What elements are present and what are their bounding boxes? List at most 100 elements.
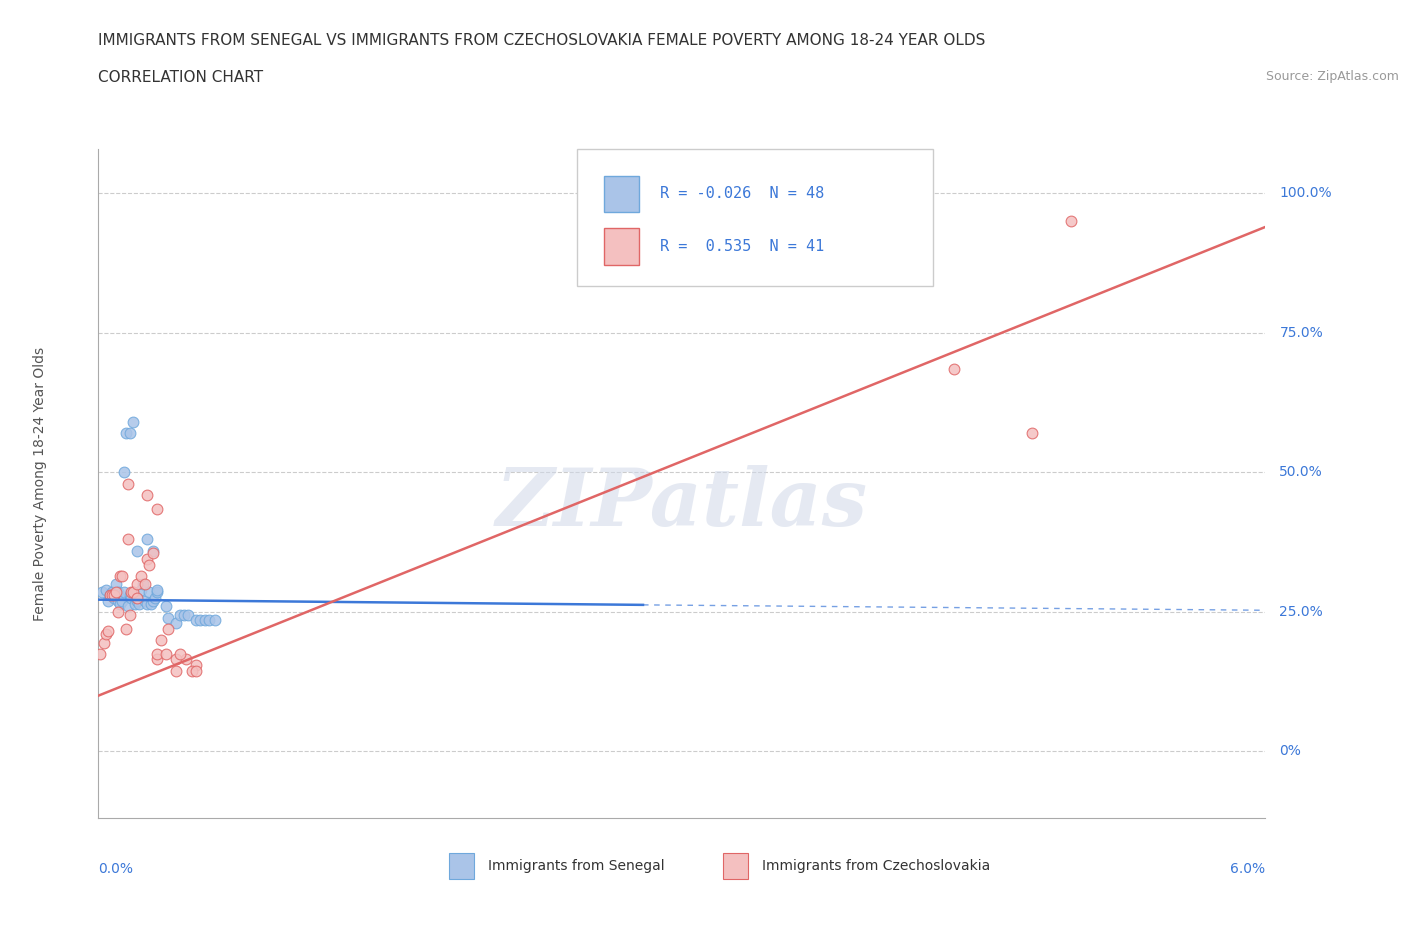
Point bbox=[127, 577, 149, 591]
Point bbox=[134, 593, 156, 608]
Point bbox=[184, 613, 207, 628]
Point bbox=[103, 591, 125, 605]
Text: 0.0%: 0.0% bbox=[98, 862, 134, 876]
Point bbox=[204, 613, 226, 628]
Text: R = -0.026  N = 48: R = -0.026 N = 48 bbox=[659, 186, 824, 202]
Point bbox=[169, 607, 191, 622]
Point bbox=[155, 599, 177, 614]
Point bbox=[121, 591, 143, 605]
Text: Female Poverty Among 18-24 Year Olds: Female Poverty Among 18-24 Year Olds bbox=[34, 347, 46, 620]
Point bbox=[165, 652, 187, 667]
Point bbox=[143, 591, 166, 605]
Point bbox=[142, 546, 165, 561]
Point bbox=[136, 596, 159, 611]
Text: 25.0%: 25.0% bbox=[1279, 604, 1323, 619]
Point bbox=[138, 585, 160, 600]
Point bbox=[97, 624, 120, 639]
Text: R =  0.535  N = 41: R = 0.535 N = 41 bbox=[659, 239, 824, 254]
Point bbox=[122, 415, 145, 430]
Point bbox=[136, 532, 159, 547]
Point bbox=[139, 596, 162, 611]
Text: 6.0%: 6.0% bbox=[1230, 862, 1265, 876]
FancyBboxPatch shape bbox=[603, 176, 638, 212]
FancyBboxPatch shape bbox=[603, 228, 638, 264]
Point bbox=[127, 593, 149, 608]
Point bbox=[134, 577, 156, 591]
Point bbox=[98, 588, 121, 603]
Point bbox=[107, 585, 129, 600]
Point bbox=[129, 568, 152, 583]
Point bbox=[103, 588, 125, 603]
Point bbox=[165, 616, 187, 631]
Point bbox=[146, 501, 169, 516]
Point bbox=[142, 593, 165, 608]
Point bbox=[117, 599, 139, 614]
Point bbox=[117, 532, 139, 547]
Text: IMMIGRANTS FROM SENEGAL VS IMMIGRANTS FROM CZECHOSLOVAKIA FEMALE POVERTY AMONG 1: IMMIGRANTS FROM SENEGAL VS IMMIGRANTS FR… bbox=[98, 33, 986, 47]
Point bbox=[122, 585, 145, 600]
Point bbox=[146, 646, 169, 661]
Point bbox=[184, 658, 207, 672]
Point bbox=[155, 646, 177, 661]
Point bbox=[107, 604, 129, 619]
Point bbox=[111, 568, 134, 583]
Text: ZIPatlas: ZIPatlas bbox=[496, 465, 868, 542]
Point bbox=[124, 596, 146, 611]
Point bbox=[122, 585, 145, 600]
Point bbox=[118, 426, 141, 441]
Point bbox=[93, 635, 115, 650]
Point bbox=[184, 663, 207, 678]
Point bbox=[97, 593, 120, 608]
Point bbox=[127, 591, 149, 605]
Point bbox=[943, 362, 966, 377]
Point bbox=[1021, 426, 1043, 441]
Point bbox=[89, 646, 111, 661]
Point bbox=[96, 627, 118, 642]
Point bbox=[1060, 214, 1083, 229]
Point bbox=[174, 652, 197, 667]
Point bbox=[157, 621, 180, 636]
Point bbox=[112, 465, 135, 480]
Text: 75.0%: 75.0% bbox=[1279, 326, 1323, 340]
Point bbox=[107, 593, 129, 608]
Point bbox=[146, 582, 169, 597]
Point bbox=[101, 585, 124, 600]
Text: 0%: 0% bbox=[1279, 744, 1302, 759]
Text: 50.0%: 50.0% bbox=[1279, 465, 1323, 480]
Point bbox=[101, 588, 124, 603]
Point bbox=[96, 582, 118, 597]
Text: Source: ZipAtlas.com: Source: ZipAtlas.com bbox=[1265, 70, 1399, 83]
Point bbox=[169, 646, 191, 661]
Point bbox=[129, 582, 152, 597]
Point bbox=[127, 543, 149, 558]
Point bbox=[157, 610, 180, 625]
Point bbox=[108, 596, 131, 611]
Point bbox=[194, 613, 217, 628]
Text: Immigrants from Czechoslovakia: Immigrants from Czechoslovakia bbox=[762, 859, 991, 873]
Point bbox=[180, 663, 202, 678]
Point bbox=[138, 557, 160, 572]
Point bbox=[108, 568, 131, 583]
Point bbox=[91, 585, 114, 600]
Point bbox=[198, 613, 221, 628]
Point bbox=[114, 426, 136, 441]
Point bbox=[112, 585, 135, 600]
Point bbox=[165, 663, 187, 678]
Point bbox=[132, 577, 155, 591]
Point bbox=[114, 621, 136, 636]
Point bbox=[118, 588, 141, 603]
Point bbox=[142, 543, 165, 558]
Text: Immigrants from Senegal: Immigrants from Senegal bbox=[488, 859, 665, 873]
Point bbox=[146, 652, 169, 667]
Point bbox=[149, 632, 172, 647]
Point bbox=[146, 585, 169, 600]
Point bbox=[127, 591, 149, 605]
Point bbox=[98, 588, 121, 603]
Point bbox=[177, 607, 200, 622]
FancyBboxPatch shape bbox=[576, 149, 932, 286]
Point bbox=[173, 607, 195, 622]
Point bbox=[104, 577, 127, 591]
FancyBboxPatch shape bbox=[723, 853, 748, 879]
Point bbox=[136, 487, 159, 502]
FancyBboxPatch shape bbox=[449, 853, 474, 879]
